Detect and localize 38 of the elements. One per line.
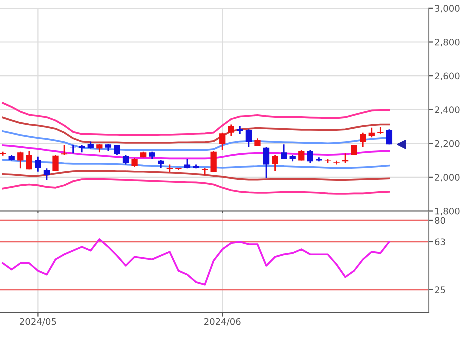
y-tick-label: 25: [435, 286, 446, 294]
candlestick: [246, 128, 252, 148]
line-series: [2, 116, 390, 144]
candlestick: [18, 151, 24, 170]
candlestick: [122, 154, 130, 166]
candlestick: [281, 144, 288, 160]
y-tick-label: 3,000: [435, 5, 460, 13]
line-series: [2, 238, 390, 286]
x-tick-label: 2024/06: [204, 318, 241, 326]
candlestick: [263, 146, 270, 179]
candlestick: [35, 156, 42, 173]
candlestick: [184, 158, 191, 170]
line-series: [2, 170, 390, 182]
line-series: [2, 178, 390, 195]
candlestick: [368, 127, 375, 138]
candlestick: [228, 124, 234, 138]
line-series: [2, 102, 390, 136]
y-tick-label: 1,800: [436, 208, 460, 216]
candlestick: [44, 168, 50, 181]
candlestick: [210, 150, 217, 173]
candlestick: [26, 150, 32, 170]
y-tick-label: 80: [435, 217, 446, 224]
y-tick-label: 2,000: [435, 174, 460, 182]
x-tick-label: 2024/05: [20, 318, 56, 326]
y-tick-label: 2,200: [435, 140, 460, 148]
candlestick: [272, 154, 278, 172]
y-tick-label: 2,600: [435, 72, 460, 81]
candlestick: [307, 150, 314, 164]
candlestick: [360, 132, 366, 148]
candlestick: [52, 154, 59, 172]
candlestick: [114, 144, 120, 156]
candlestick: [386, 128, 393, 146]
candlestick: [351, 144, 358, 156]
y-tick-label: 2,800: [435, 38, 460, 47]
y-tick-label: 2,400: [435, 106, 460, 114]
candlestick: [61, 144, 68, 156]
y-tick-label: 63: [435, 238, 446, 246]
candlestick: [220, 132, 226, 152]
